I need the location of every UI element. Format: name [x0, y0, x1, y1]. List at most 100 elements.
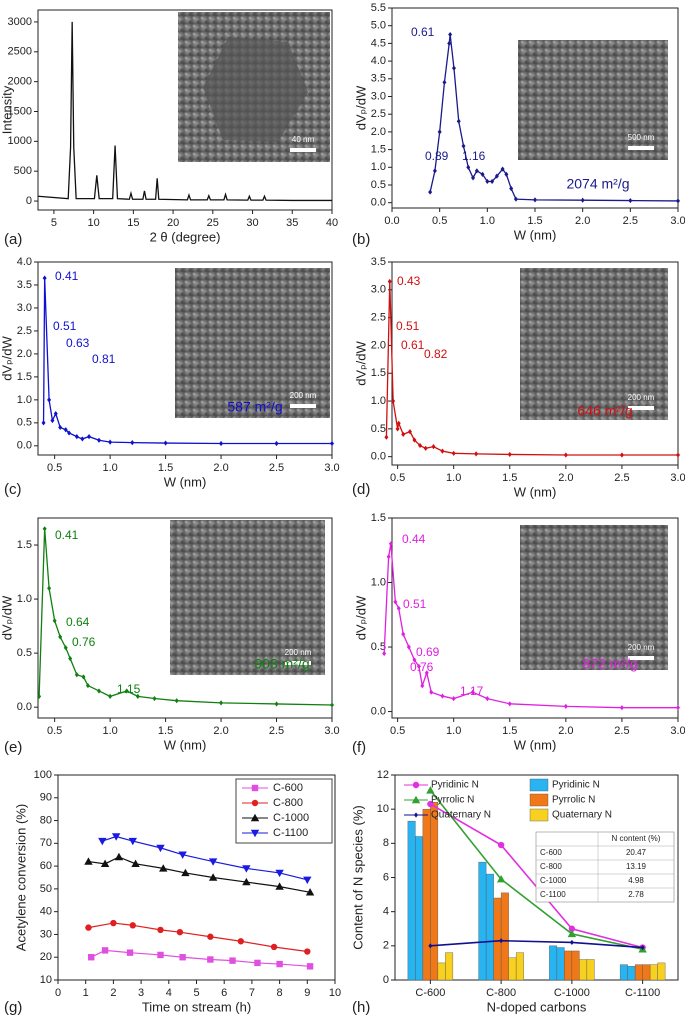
scale-bar [290, 148, 316, 152]
peak-label: 1.15 [117, 682, 141, 696]
bar [579, 959, 588, 981]
scale-bar-label: 200 nm [628, 643, 655, 652]
y-tick-label: 2000 [8, 76, 32, 88]
peak-label: 0.51 [396, 319, 420, 333]
x-tick-label: 0.5 [47, 462, 62, 474]
y-tick-label: 0 [26, 195, 32, 207]
bar [430, 802, 439, 981]
x-tick-label: 3.0 [670, 725, 685, 737]
y-tick-label: 70 [40, 837, 52, 849]
point [429, 689, 434, 695]
point [274, 701, 279, 707]
x-tick-label: 2.5 [269, 725, 284, 737]
x-tick-label: 1 [83, 987, 89, 999]
point [88, 954, 95, 961]
point [442, 79, 447, 85]
micrograph [520, 525, 668, 670]
point [533, 197, 537, 203]
x-axis-label: 2 θ (degree) [150, 229, 221, 244]
point [395, 426, 400, 432]
x-tick-label: 3.0 [670, 215, 685, 227]
point [496, 875, 506, 883]
legend-label: Pyrrolic N [552, 795, 595, 806]
panel: 10 20 30 40 50 60 70 80 90 100 0 1 2 3 4 5 6 7 8 9 10 Time on… [4, 769, 341, 1016]
bar [407, 820, 416, 981]
table-cell: 2.78 [628, 890, 644, 899]
x-tick-label: 20 [167, 217, 179, 229]
bar [642, 964, 651, 981]
bar [437, 962, 446, 981]
peak-label: 1.16 [462, 149, 486, 163]
point [242, 865, 251, 873]
line [429, 34, 679, 202]
x-axis-label: W (nm) [514, 737, 557, 752]
y-tick-label: 0.5 [371, 179, 386, 191]
y-tick-label: 3.0 [371, 90, 386, 102]
point [101, 947, 109, 954]
point [416, 663, 421, 669]
scale-bar [628, 146, 654, 150]
panel: 0.0 0.5 1.0 1.5 0.5 1.0 1.5 2.0 2.5 3.0 W (nm) dVₚ/… [352, 512, 685, 756]
point [567, 929, 577, 938]
point [126, 949, 134, 956]
y-tick-label: 3.5 [371, 256, 386, 268]
y-tick-label: 2.0 [371, 339, 386, 351]
bar [627, 966, 636, 981]
x-tick-label: 0 [55, 987, 61, 999]
point [676, 198, 680, 204]
panel-label: (d) [352, 481, 370, 498]
line [429, 789, 643, 951]
legend-swatch [529, 808, 549, 822]
y-tick-label: 10 [40, 974, 52, 986]
y-axis-label: dVₚ/dW [0, 595, 14, 640]
point [250, 829, 260, 838]
point [451, 696, 456, 702]
point [474, 168, 479, 174]
point [490, 178, 495, 185]
y-tick-label: 4 [383, 906, 389, 918]
bar [508, 957, 517, 981]
x-tick-label: 15 [127, 217, 139, 229]
table-cell: 13.19 [626, 862, 647, 871]
legend-label: C-1000 [273, 812, 309, 824]
point [418, 442, 423, 449]
point [388, 541, 393, 547]
point [250, 813, 260, 822]
point [461, 143, 466, 149]
point [181, 868, 190, 877]
point [108, 439, 113, 445]
x-axis-label: N-doped carbons [487, 999, 587, 1014]
point [393, 599, 398, 605]
bar [634, 964, 643, 981]
point [676, 452, 680, 458]
y-tick-label: 1.5 [371, 512, 386, 524]
x-tick-label: 1.0 [102, 462, 117, 474]
x-tick-label: C-1100 [625, 987, 660, 999]
legend-label: Pyridinic N [552, 780, 600, 791]
point [85, 924, 92, 931]
panel: 0.0 0.5 1.0 1.5 2.0 2.5 3.0 3.5 4.0 4.5 5.0 5.5 0.0 0… [352, 2, 685, 248]
bar [556, 947, 565, 981]
y-tick-label: 80 [40, 814, 52, 826]
x-tick-label: 0.0 [384, 215, 399, 227]
y-tick-label: 12 [377, 769, 389, 781]
legend-label: Quaternary N [552, 810, 612, 821]
line [430, 939, 643, 949]
y-tick-label: 10 [377, 803, 389, 815]
scale-bar-label: 200 nm [628, 393, 655, 402]
panel-label: (f) [352, 739, 366, 756]
panel: 0 2 4 6 8 10 12 N-doped carbons Content of N spe… [350, 769, 679, 1016]
surface-area: 903 m²/g [254, 656, 309, 672]
legend-label: C-800 [273, 797, 303, 809]
peak-label: 0.61 [411, 25, 435, 39]
point [47, 585, 52, 591]
point [428, 189, 433, 195]
point [507, 451, 512, 458]
scale-bar-label: 200 nm [285, 648, 312, 657]
y-tick-label: 5.5 [371, 2, 386, 14]
bar [493, 897, 502, 981]
bar [571, 950, 580, 981]
point [52, 618, 57, 624]
point [676, 705, 680, 711]
